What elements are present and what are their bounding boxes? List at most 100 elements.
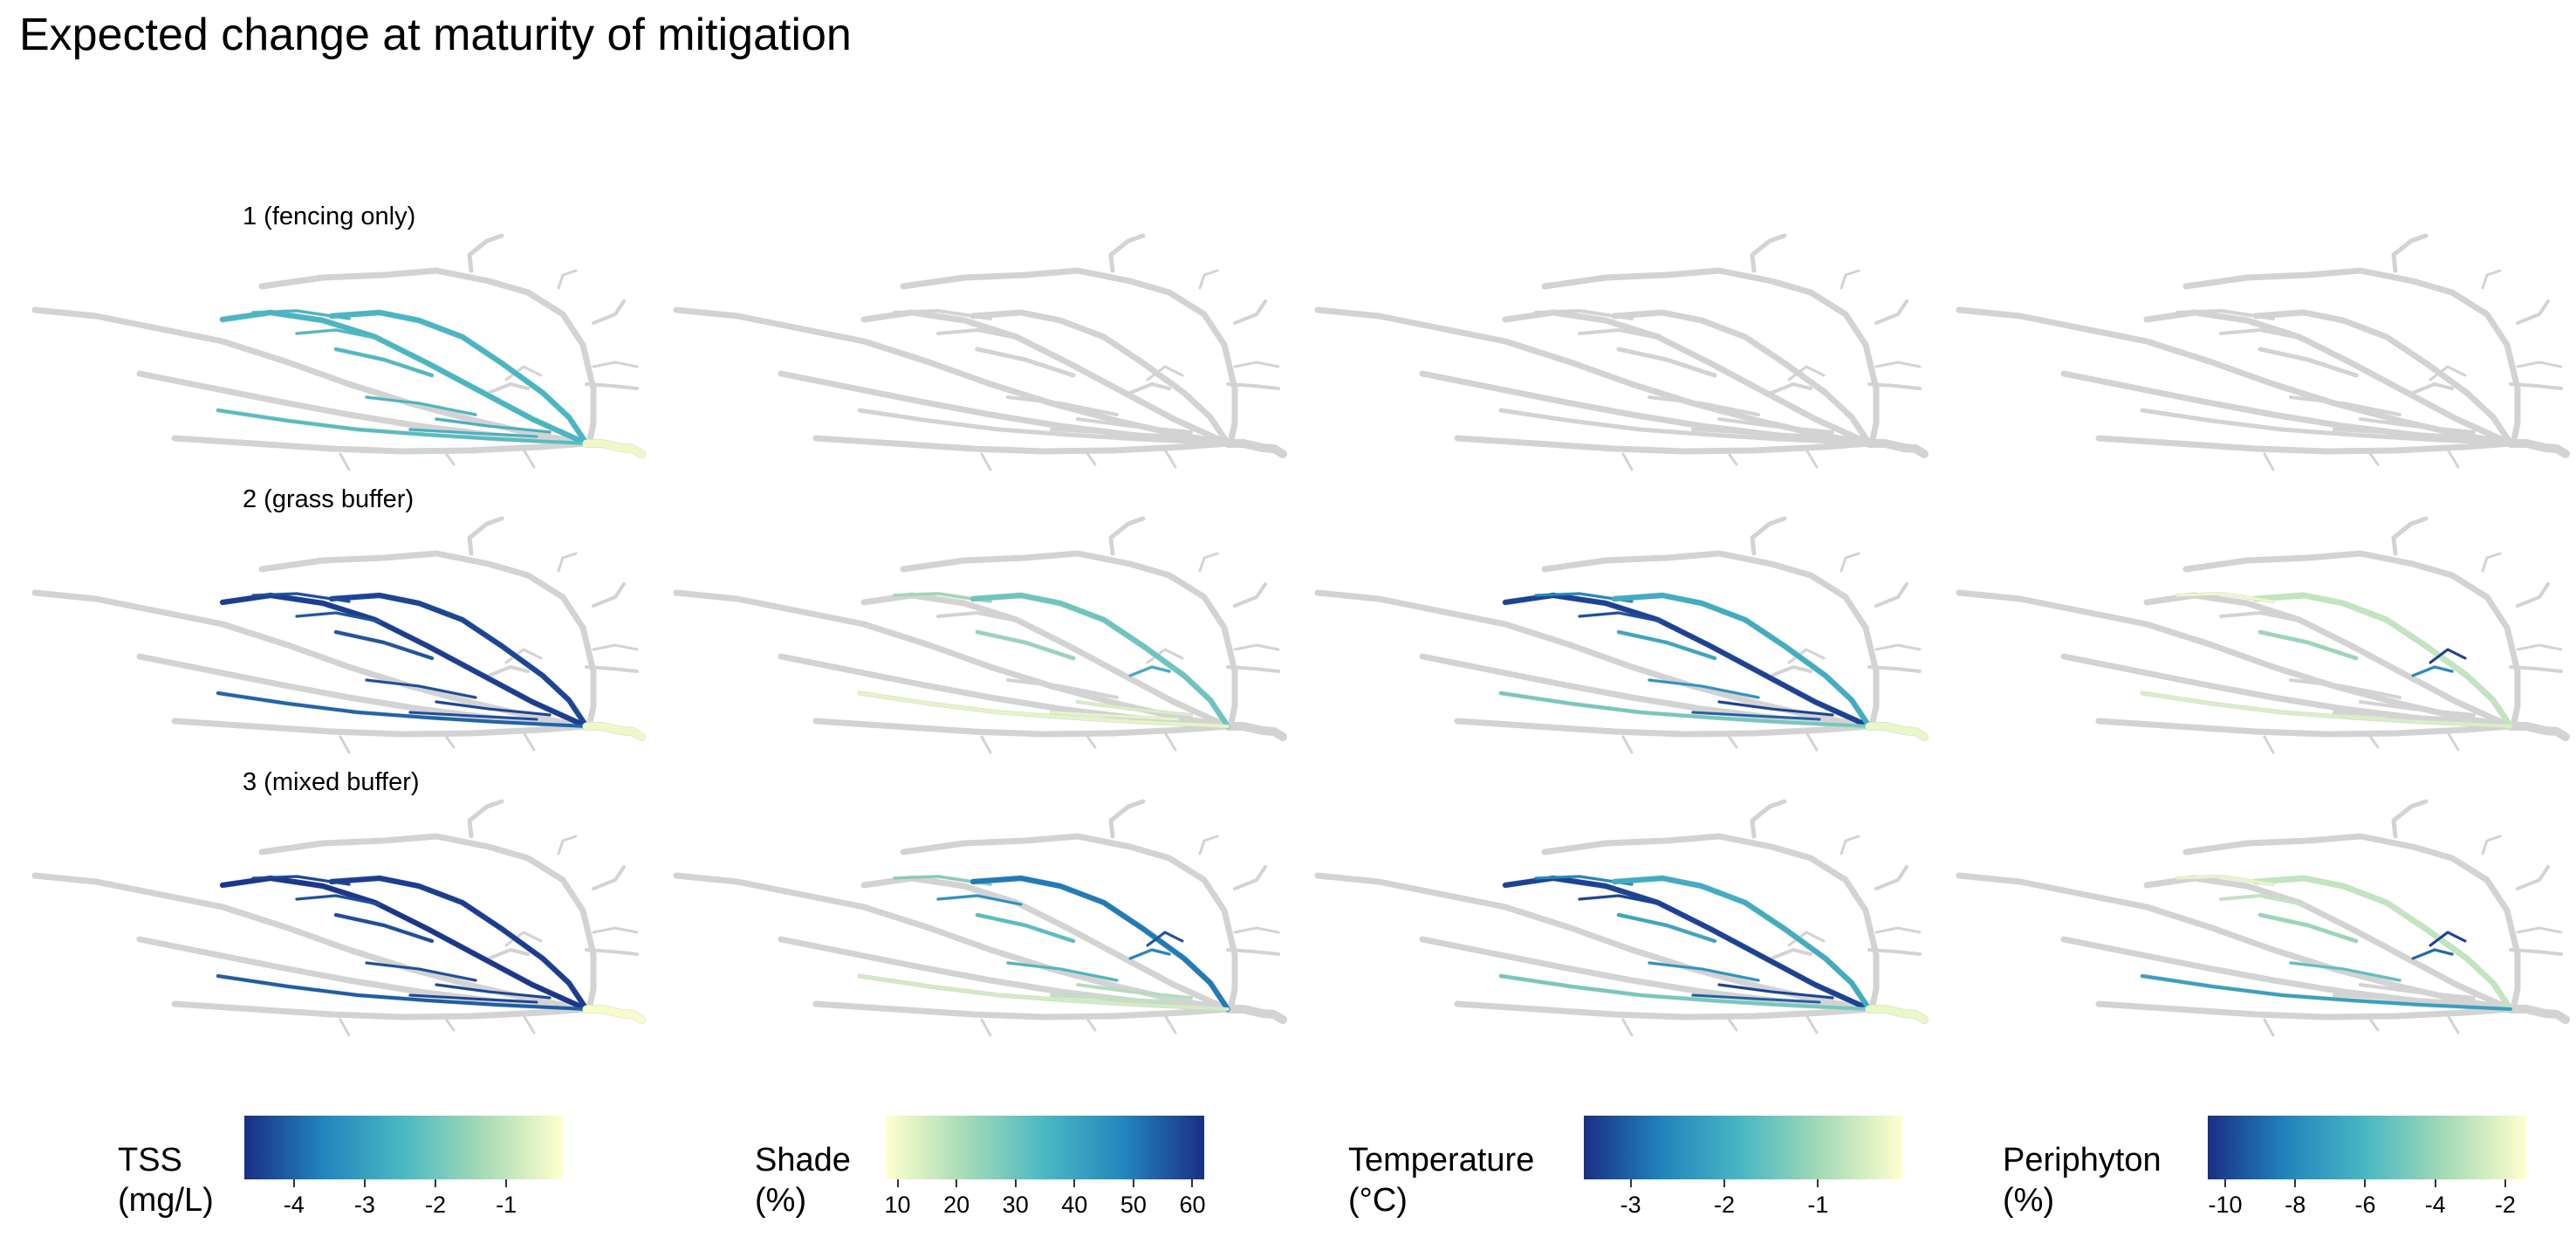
mitigated-reaches: [1499, 592, 1929, 741]
mitigated-reach-outlet: [582, 1005, 646, 1024]
legend-colorbar-periphyton: [2208, 1116, 2526, 1179]
stream-segment: [812, 718, 1231, 738]
mitigated-reaches: [216, 592, 646, 741]
stream-segment: [592, 361, 639, 368]
stream-segment: [2391, 799, 2429, 839]
stream-segment: [2359, 983, 2476, 1000]
mitigated-reach-outlet: [1865, 722, 1929, 741]
river-network-map: [1956, 516, 2570, 754]
mitigated-reach-t5: [2289, 961, 2401, 982]
mitigated-reach-t7: [2429, 931, 2467, 947]
map-panel-temperature-scenario-2: [1314, 516, 1946, 754]
legend-tick-mark: [1014, 1179, 1017, 1187]
mitigated-reach-r6: [216, 691, 588, 728]
mitigated-reach-t4: [2258, 630, 2358, 660]
river-network-map: [1956, 799, 2570, 1037]
mitigated-reach-r2: [1503, 876, 1872, 1012]
mitigated-reach-t6: [2411, 665, 2454, 677]
mitigated-reach-t4: [1617, 630, 1716, 660]
legend-tick-label: -2: [424, 1192, 447, 1218]
river-network-map: [1956, 233, 2570, 471]
stream-segment: [522, 1014, 536, 1034]
mitigated-reach-t3: [936, 894, 1023, 906]
stream-segment: [1198, 552, 1219, 573]
legend-tick-label: -2: [1714, 1192, 1736, 1218]
stream-segment: [2333, 711, 2463, 721]
stream-segment: [1541, 550, 1880, 730]
stream-segment: [443, 450, 456, 466]
stream-segment: [2095, 718, 2514, 738]
stream-segment: [2182, 833, 2521, 1013]
stream-segment: [1233, 361, 1280, 368]
stream-segment: [2333, 428, 2463, 438]
stream-segment: [1874, 926, 1922, 934]
stream-segment: [1750, 516, 1787, 556]
stream-segment: [1867, 948, 1922, 956]
stream-segment: [2219, 328, 2305, 340]
stream-segment: [171, 435, 590, 455]
stream-segment: [980, 452, 992, 471]
legend-colorbar-shade: [886, 1116, 1204, 1179]
map-panel-tss-scenario-2: [31, 516, 663, 754]
mitigated-reach-t3: [1578, 894, 1664, 906]
mitigated-reach-t3: [295, 894, 381, 906]
stream-segment: [258, 550, 597, 730]
stream-segment: [2516, 643, 2563, 651]
legend-tick-mark: [1191, 1179, 1194, 1187]
stream-segment: [1223, 1005, 1287, 1024]
stream-segment: [2095, 1000, 2514, 1021]
mitigated-reach-r3: [970, 876, 1230, 1012]
stream-segment: [339, 1018, 351, 1037]
river-network-base: [1956, 799, 2570, 1037]
stream-segment: [487, 382, 530, 395]
mitigated-reach-t9: [1050, 711, 1180, 721]
stream-segment: [893, 309, 992, 320]
river-network-base: [673, 233, 1287, 471]
stream-segment: [504, 648, 543, 664]
river-network-base: [673, 799, 1287, 1037]
mitigated-reach-t8: [435, 983, 552, 1000]
river-network-map: [1314, 799, 1929, 1037]
stream-segment: [2516, 865, 2550, 890]
map-panel-tss-scenario-1: [31, 233, 663, 471]
mitigated-reach-t5: [365, 678, 477, 699]
river-network-base: [1314, 799, 1929, 1037]
stream-segment: [2429, 365, 2467, 381]
mitigated-reach-t9: [408, 993, 538, 1004]
mitigated-reach-t2: [251, 875, 351, 886]
mitigated-reach-r6: [858, 974, 1230, 1011]
mitigated-reach-r3: [970, 593, 1230, 729]
stream-segment: [2175, 309, 2275, 320]
stream-segment: [857, 408, 1230, 446]
mitigated-reach-outlet: [582, 722, 646, 741]
mitigated-reach-t4: [334, 913, 434, 943]
stream-segment: [2446, 731, 2460, 752]
figure-title: Expected change at maturity of mitigatio…: [19, 10, 852, 60]
stream-segment: [2509, 665, 2563, 673]
mitigated-reaches: [216, 875, 646, 1024]
stream-segment: [2359, 700, 2476, 717]
mitigated-reach-t3: [1578, 611, 1664, 623]
stream-segment: [487, 948, 530, 960]
mitigated-reach-t3: [295, 611, 381, 623]
stream-segment: [592, 299, 626, 325]
stream-segment: [900, 833, 1238, 1013]
stream-segment: [980, 1018, 992, 1037]
mitigated-reaches: [2141, 592, 2513, 729]
legend-tick-mark: [1723, 1179, 1726, 1187]
stream-segment: [1726, 733, 1738, 749]
stream-segment: [2143, 875, 2514, 1013]
stream-segment: [2143, 309, 2514, 447]
stream-segment: [1770, 382, 1812, 395]
legend-title-periphyton: Periphyton (%): [2003, 1142, 2162, 1219]
legend-tick-label: 10: [884, 1192, 911, 1218]
stream-segment: [1498, 408, 1872, 446]
stream-segment: [592, 865, 626, 890]
legend-tick-label: -6: [2354, 1192, 2376, 1218]
stream-segment: [900, 550, 1238, 730]
stream-segment: [1750, 233, 1787, 273]
legend-tick-mark: [2364, 1179, 2367, 1187]
mitigated-reach-t4: [2258, 913, 2358, 943]
legend-tick-label: 40: [1061, 1192, 1088, 1218]
mitigated-reach-t8: [1076, 983, 1193, 1000]
